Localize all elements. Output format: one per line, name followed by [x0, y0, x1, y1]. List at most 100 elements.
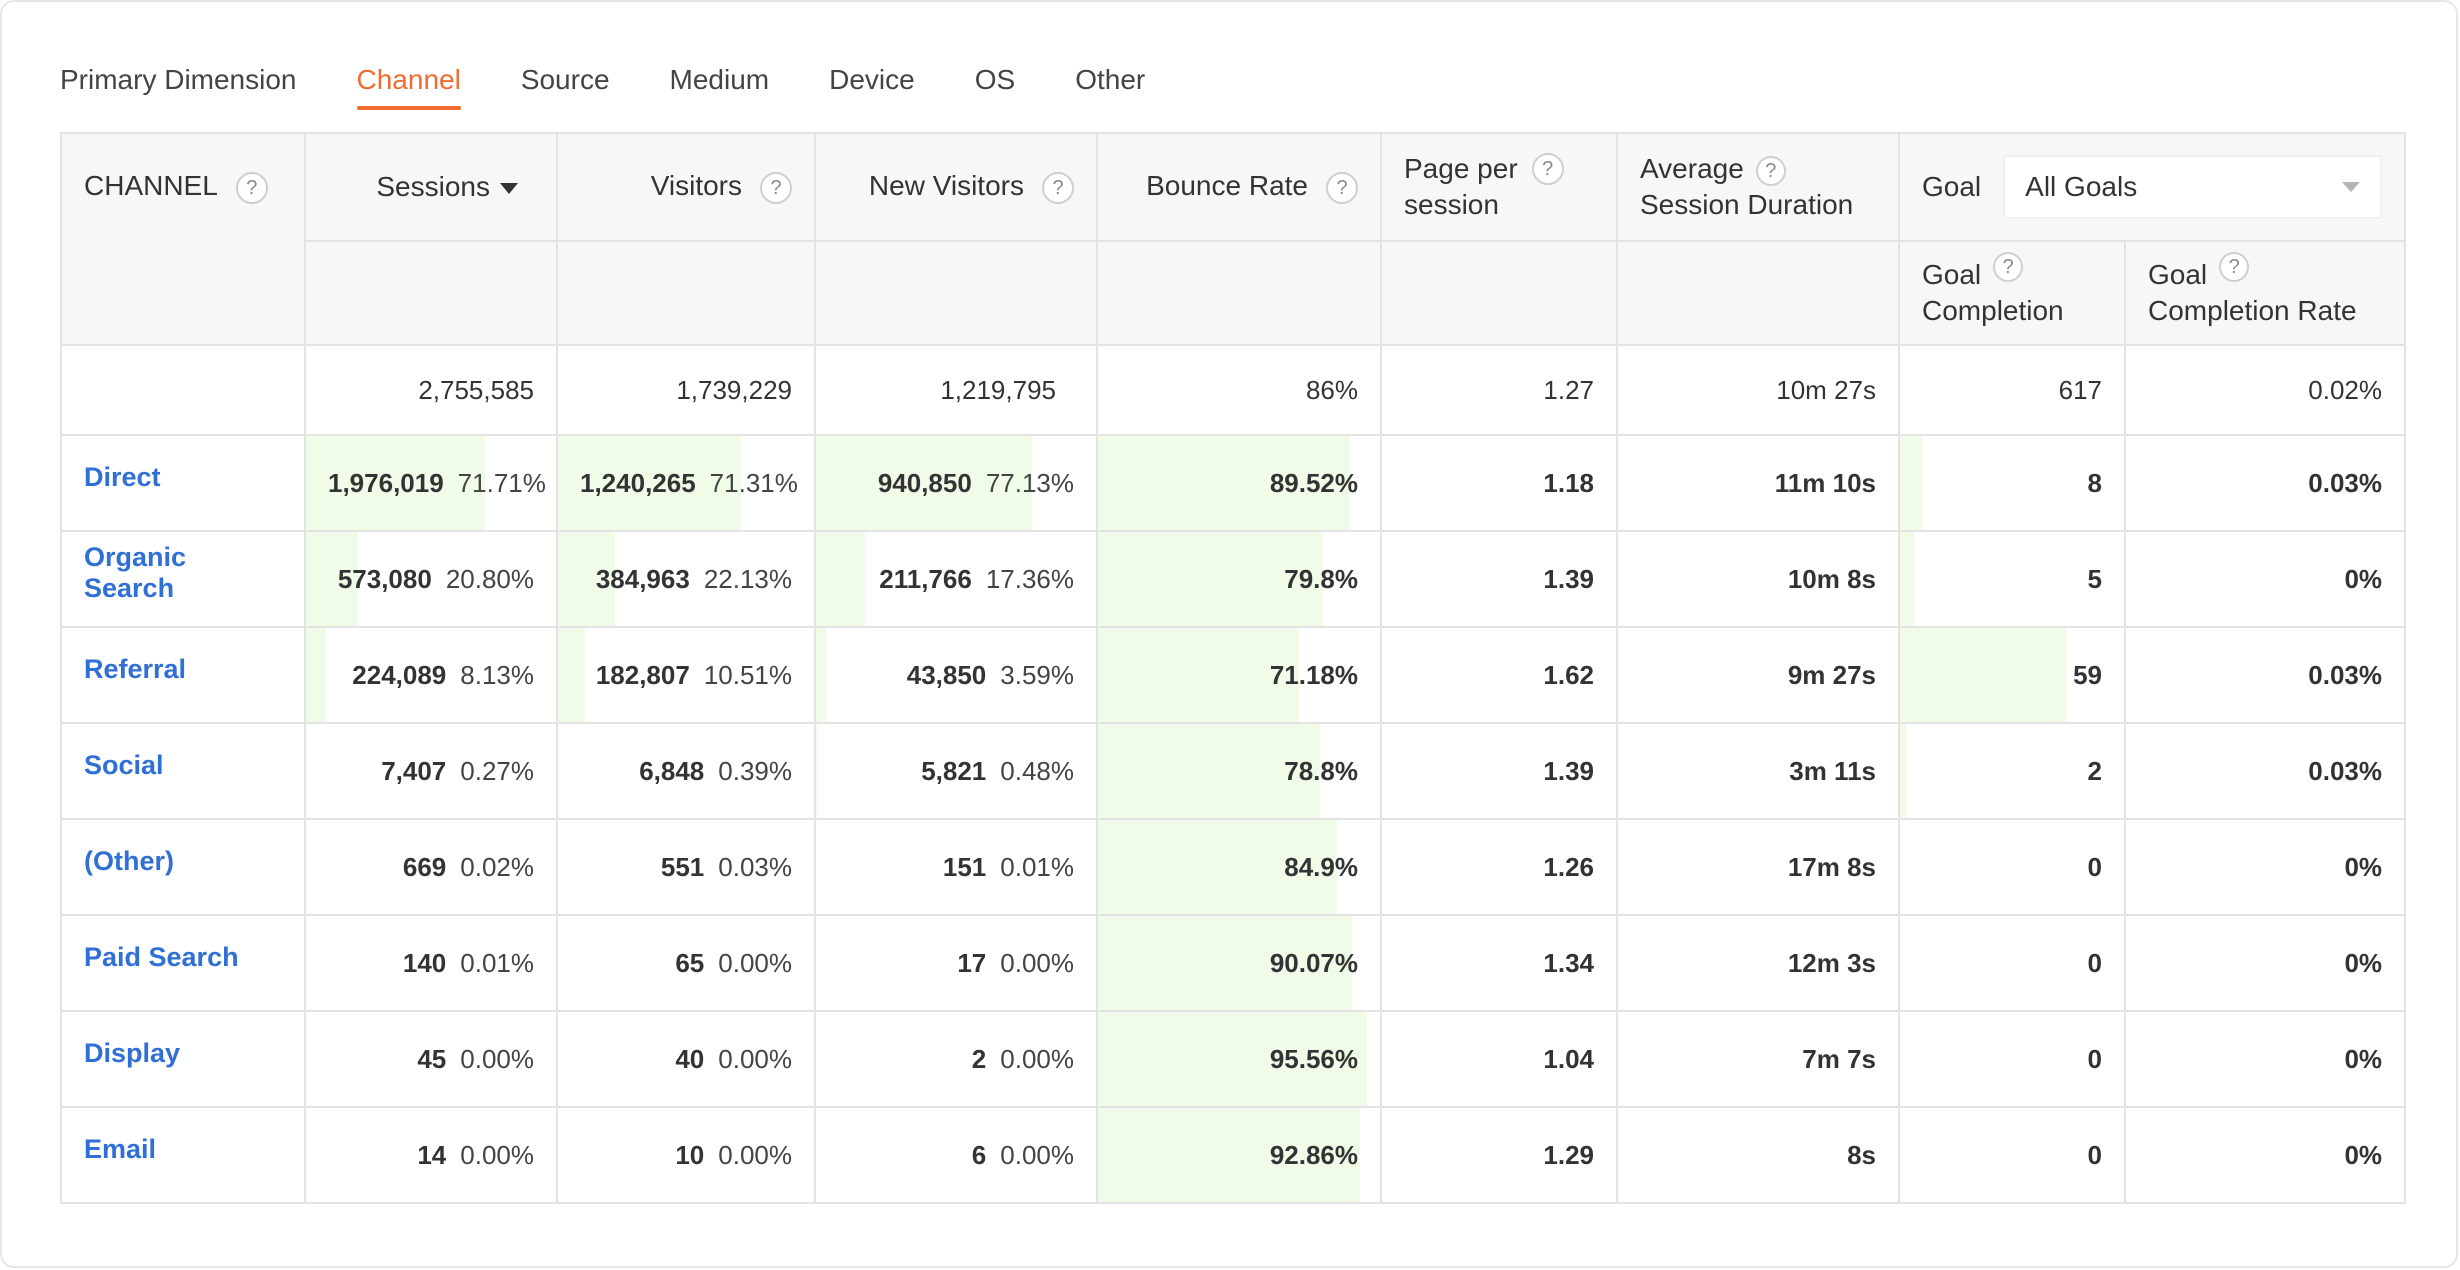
goal-completion-bar [1900, 436, 1923, 530]
table-row: Display 45 0.00% 40 0.00% 2 0.00% 95.56% 1.04 7m … [60, 1010, 2407, 1108]
sessions-bar [306, 628, 327, 722]
tab-channel[interactable]: Channel [356, 58, 462, 110]
new-visitors-cell: 6 0.00% [814, 1106, 1098, 1204]
sort-desc-icon[interactable] [500, 183, 518, 195]
visitors-bar [558, 436, 741, 530]
sessions-bar [306, 532, 358, 626]
channel-link[interactable]: Direct [84, 461, 161, 492]
visitors-cell: 40 0.00% [556, 1010, 816, 1108]
sessions-cell: 14 0.00% [304, 1106, 558, 1204]
total-goal-completion: 617 [1898, 344, 2126, 436]
goal-completion-cell: 0 [1898, 818, 2126, 916]
table-row: (Other) 669 0.02% 551 0.03% 151 0.01% 84.9% 1.26… [60, 818, 2407, 916]
total-pages: 1.27 [1380, 344, 1618, 436]
duration-cell: 3m 11s [1616, 722, 1900, 820]
visitors-cell: 1,240,265 71.31% [556, 434, 816, 532]
goal-label: Goal [1922, 171, 1982, 202]
channel-cell: (Other) [60, 818, 306, 916]
bounce-rate-bar [1098, 436, 1351, 530]
goal-completion-cell: 0 [1898, 1106, 2126, 1204]
help-icon[interactable]: ? [1755, 155, 1786, 186]
header-sessions[interactable]: Sessions [304, 132, 558, 242]
visitors-cell: 65 0.00% [556, 914, 816, 1012]
channel-link[interactable]: Social [84, 749, 164, 780]
bounce-rate-bar [1098, 916, 1352, 1010]
total-goal-rate: 0.02% [2123, 344, 2407, 436]
table-row: Social 7,407 0.27% 6,848 0.39% 5,821 0.48% 78.8… [60, 722, 2407, 820]
pages-cell: 1.39 [1380, 530, 1618, 628]
channel-link[interactable]: Display [84, 1037, 181, 1068]
new-visitors-cell: 17 0.00% [814, 914, 1098, 1012]
header-page-per-session-sub [1380, 240, 1618, 346]
tab-device[interactable]: Device [829, 64, 915, 95]
new-visitors-bar [816, 724, 818, 818]
channel-link[interactable]: Referral [84, 653, 187, 684]
table-row: Email 14 0.00% 10 0.00% 6 0.00% 92.86% 1.29 8s 0 0% [60, 1106, 2407, 1204]
channel-cell: Organic Search [60, 530, 306, 628]
channel-link[interactable]: Email [84, 1133, 157, 1164]
sessions-cell: 669 0.02% [304, 818, 558, 916]
new-visitors-cell: 211,766 17.36% [814, 530, 1098, 628]
total-duration: 10m 27s [1616, 344, 1900, 436]
bounce-rate-bar [1098, 1012, 1368, 1106]
help-icon[interactable]: ? [2219, 251, 2250, 282]
goal-completion-cell: 0 [1898, 914, 2126, 1012]
goal-select[interactable]: All Goals [2003, 155, 2383, 219]
bounce-rate-cell: 95.56% [1096, 1010, 1382, 1108]
header-channel: CHANNEL? [60, 132, 306, 346]
header-visitors: Visitors? [556, 132, 816, 242]
channel-link[interactable]: Paid Search [84, 941, 239, 972]
header-new-visitors: New Visitors? [814, 132, 1098, 242]
primary-dimension-label: Primary Dimension [60, 64, 297, 95]
channel-cell: Direct [60, 434, 306, 532]
bounce-rate-cell: 89.52% [1096, 434, 1382, 532]
help-icon[interactable]: ? [1042, 171, 1074, 204]
channel-link[interactable]: (Other) [84, 845, 174, 876]
header-goal-completion-rate: Goal? Completion Rate [2123, 240, 2407, 346]
channel-cell: Email [60, 1106, 306, 1204]
goal-completion-cell: 0 [1898, 1010, 2126, 1108]
table-row: Organic Search 573,080 20.80% 384,963 22.13%… [60, 530, 2407, 628]
dimension-tabs: Primary Dimension Channel Source Medium … [60, 58, 1205, 114]
channel-cell: Display [60, 1010, 306, 1108]
tab-medium[interactable]: Medium [669, 64, 770, 95]
visitors-cell: 6,848 0.39% [556, 722, 816, 820]
visitors-cell: 182,807 10.51% [556, 626, 816, 724]
visitors-bar [558, 628, 585, 722]
visitors-cell: 10 0.00% [556, 1106, 816, 1204]
sessions-cell: 573,080 20.80% [304, 530, 558, 628]
goal-completion-cell: 2 [1898, 722, 2126, 820]
bounce-rate-bar [1098, 820, 1338, 914]
help-icon[interactable]: ? [1531, 153, 1564, 185]
new-visitors-cell: 2 0.00% [814, 1010, 1098, 1108]
tab-os[interactable]: OS [974, 64, 1016, 95]
header-sessions-sub [304, 240, 558, 346]
help-icon[interactable]: ? [1326, 171, 1358, 204]
table-row: Paid Search 140 0.01% 65 0.00% 17 0.00% 90.07% 1… [60, 914, 2407, 1012]
tab-source[interactable]: Source [520, 64, 610, 95]
help-icon[interactable]: ? [760, 171, 792, 204]
sessions-cell: 7,407 0.27% [304, 722, 558, 820]
new-visitors-bar [816, 532, 865, 626]
pages-cell: 1.04 [1380, 1010, 1618, 1108]
help-icon[interactable]: ? [235, 171, 268, 204]
channel-cell: Social [60, 722, 306, 820]
channel-link[interactable]: Organic Search [84, 542, 187, 603]
new-visitors-cell: 43,850 3.59% [814, 626, 1098, 724]
channel-table: CHANNEL? Sessions Visitors? New Visitors… [60, 132, 2407, 1204]
tab-other[interactable]: Other [1075, 64, 1146, 95]
pages-cell: 1.62 [1380, 626, 1618, 724]
bounce-rate-bar [1098, 724, 1321, 818]
help-icon[interactable]: ? [1993, 251, 2024, 282]
bounce-rate-cell: 92.86% [1096, 1106, 1382, 1204]
header-new-visitors-sub [814, 240, 1098, 346]
bounce-rate-cell: 71.18% [1096, 626, 1382, 724]
goal-completion-cell: 5 [1898, 530, 2126, 628]
new-visitors-cell: 5,821 0.48% [814, 722, 1098, 820]
duration-cell: 12m 3s [1616, 914, 1900, 1012]
sessions-bar [306, 436, 486, 530]
total-sessions: 2,755,585 [304, 344, 558, 436]
channel-cell: Paid Search [60, 914, 306, 1012]
bounce-rate-cell: 79.8% [1096, 530, 1382, 628]
pages-cell: 1.18 [1380, 434, 1618, 532]
